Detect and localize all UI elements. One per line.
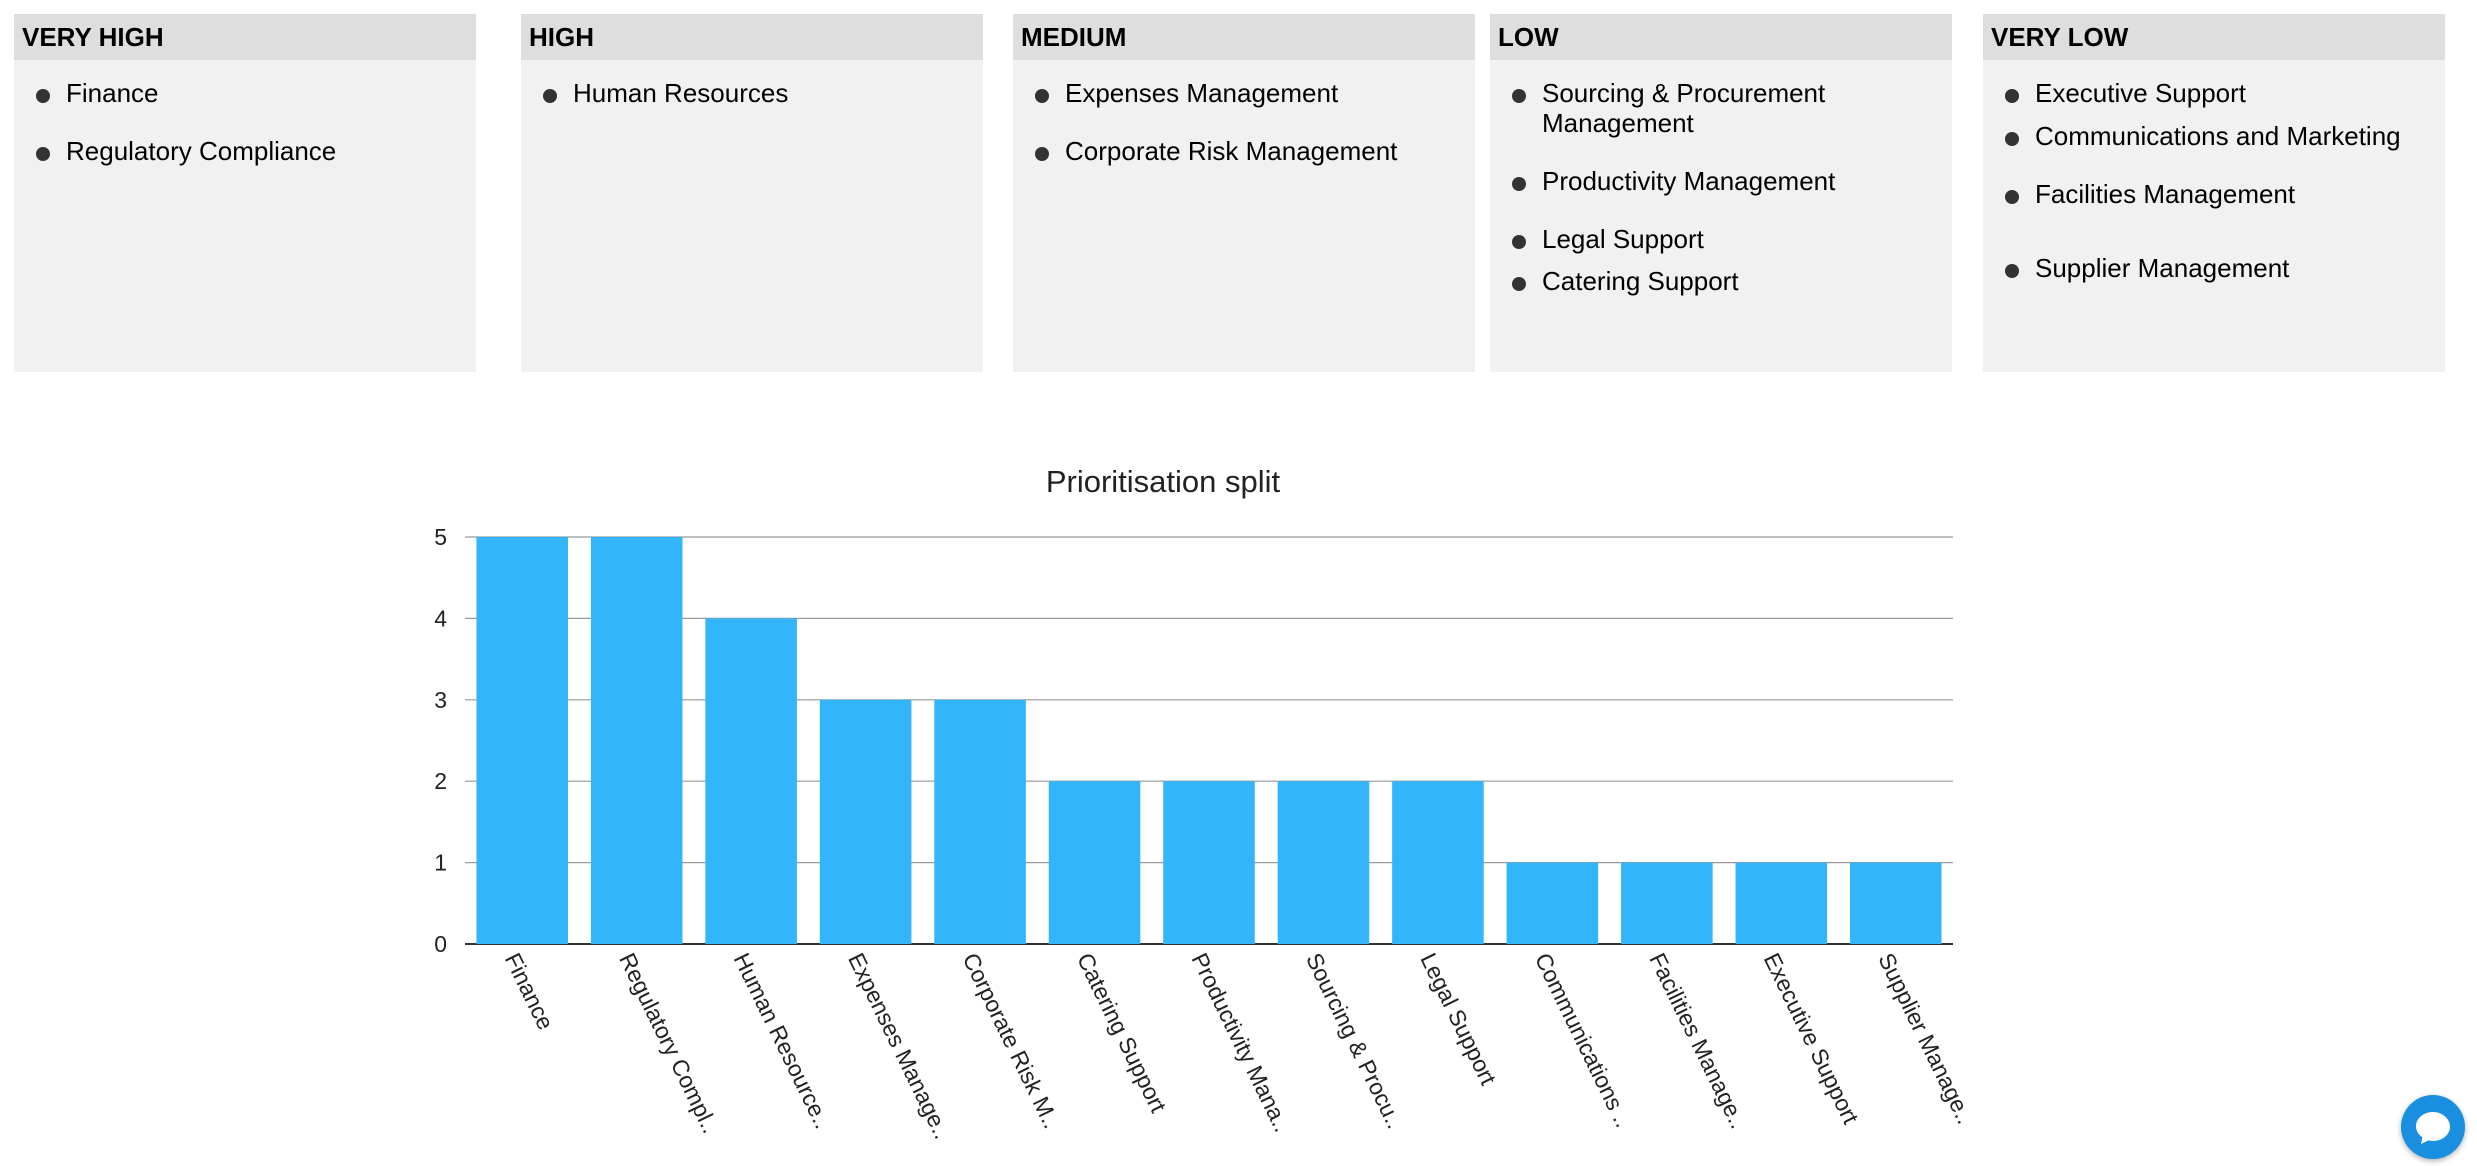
list-item-label: Human Resources <box>573 78 789 108</box>
panel-title: VERY HIGH <box>14 14 476 60</box>
y-tick-label: 3 <box>434 687 447 713</box>
x-tick-label: Executive Support <box>1759 949 1864 1129</box>
y-tick-label: 2 <box>434 768 447 794</box>
panel-high: HIGH Human Resources <box>521 14 983 372</box>
bullet-icon <box>36 89 50 103</box>
panel-title: LOW <box>1490 14 1952 60</box>
bar <box>1849 862 1942 944</box>
panel-very-low: VERY LOW Executive Support Communication… <box>1983 14 2445 372</box>
bullet-icon <box>1512 277 1526 291</box>
x-tick-label: Sourcing & Procu.. <box>1301 949 1408 1133</box>
bullet-icon <box>2005 190 2019 204</box>
bullet-icon <box>1035 147 1049 161</box>
list-item-label: Corporate Risk Management <box>1065 136 1398 166</box>
list-item: Communications and Marketing <box>1983 121 2435 151</box>
list-item-label: Executive Support <box>2035 78 2247 108</box>
bar <box>1506 862 1599 944</box>
x-tick-label: Catering Support <box>1072 949 1172 1117</box>
y-axis-labels: 0 1 2 3 4 5 <box>434 524 447 957</box>
x-tick-label: Regulatory Compl.. <box>614 949 724 1137</box>
panel-list: Executive Support Communications and Mar… <box>1983 78 2445 283</box>
panel-title: HIGH <box>521 14 983 60</box>
x-tick-label: Corporate Risk M.. <box>958 949 1065 1133</box>
bar <box>705 618 797 944</box>
bullet-icon <box>2005 264 2019 278</box>
list-item: Finance <box>14 78 466 108</box>
list-item: Expenses Management <box>1013 78 1465 108</box>
list-item-label: Facilities Management <box>2035 179 2296 209</box>
list-item-label: Communications and Marketing <box>2035 121 2401 151</box>
chart-title: Prioritisation split <box>1046 464 1281 499</box>
bar <box>1735 862 1828 944</box>
list-item: Corporate Risk Management <box>1013 136 1465 166</box>
panel-low: LOW Sourcing & Procurement Management Pr… <box>1490 14 1952 372</box>
x-axis-labels: Finance Regulatory Compl.. Human Resource.… <box>500 949 1979 1143</box>
bullet-icon <box>2005 89 2019 103</box>
list-item: Facilities Management <box>1983 179 2435 209</box>
y-tick-label: 0 <box>434 931 447 957</box>
bar <box>1621 862 1713 944</box>
x-tick-label: Supplier Manage.. <box>1873 949 1978 1128</box>
panel-list: Human Resources <box>521 78 983 108</box>
panel-title: VERY LOW <box>1983 14 2445 60</box>
panel-list: Expenses Management Corporate Risk Manag… <box>1013 78 1475 166</box>
bullet-icon <box>2005 132 2019 146</box>
bar <box>476 537 569 944</box>
chat-bubble-icon <box>2416 1112 2450 1144</box>
bullet-icon <box>1512 89 1526 103</box>
panel-very-high: VERY HIGH Finance Regulatory Compliance <box>14 14 476 372</box>
x-tick-label: Facilities Manage.. <box>1644 949 1751 1133</box>
list-item-label: Legal Support <box>1542 224 1704 254</box>
list-item-label: Productivity Management <box>1542 166 1836 196</box>
bar <box>1163 781 1255 944</box>
y-tick-label: 4 <box>434 605 447 631</box>
bar <box>1392 781 1484 944</box>
bar <box>934 699 1026 944</box>
list-item-label: Finance <box>66 78 159 108</box>
bar <box>1277 781 1370 944</box>
x-tick-label: Legal Support <box>1415 949 1501 1090</box>
bullet-icon <box>543 89 557 103</box>
list-item: Regulatory Compliance <box>14 136 466 166</box>
bullet-icon <box>1512 177 1526 191</box>
x-tick-label: Human Resource.. <box>729 949 836 1133</box>
list-item: Sourcing & Procurement Management <box>1490 78 1942 138</box>
list-item-label: Expenses Management <box>1065 78 1339 108</box>
x-tick-label: Communications .. <box>1530 949 1637 1132</box>
chat-button[interactable] <box>2401 1095 2465 1159</box>
list-item: Executive Support <box>1983 78 2435 108</box>
list-item-label: Supplier Management <box>2035 253 2290 283</box>
x-tick-label: Finance <box>500 949 559 1034</box>
bullet-icon <box>1035 89 1049 103</box>
list-item: Catering Support <box>1490 266 1942 296</box>
list-item: Human Resources <box>521 78 973 108</box>
x-tick-label: Productivity Mana.. <box>1187 949 1296 1136</box>
list-item: Legal Support <box>1490 224 1942 254</box>
list-item-label: Regulatory Compliance <box>66 136 337 166</box>
bullet-icon <box>1512 235 1526 249</box>
bar <box>819 699 912 944</box>
panel-list: Finance Regulatory Compliance <box>14 78 476 166</box>
list-item: Supplier Management <box>1983 253 2435 283</box>
panel-title: MEDIUM <box>1013 14 1475 60</box>
bullet-icon <box>36 147 50 161</box>
x-tick-label: Expenses Manage.. <box>843 949 955 1143</box>
list-item-label: Catering Support <box>1542 266 1739 296</box>
list-item-label: Sourcing & Procurement Management <box>1542 78 1826 138</box>
list-item: Productivity Management <box>1490 166 1942 196</box>
y-tick-label: 5 <box>434 524 447 550</box>
panel-medium: MEDIUM Expenses Management Corporate Ris… <box>1013 14 1475 372</box>
y-tick-label: 1 <box>434 850 447 876</box>
panel-list: Sourcing & Procurement Management Produc… <box>1490 78 1952 296</box>
chart-bars <box>476 537 1942 944</box>
bar <box>1048 781 1141 944</box>
bar <box>590 537 683 944</box>
